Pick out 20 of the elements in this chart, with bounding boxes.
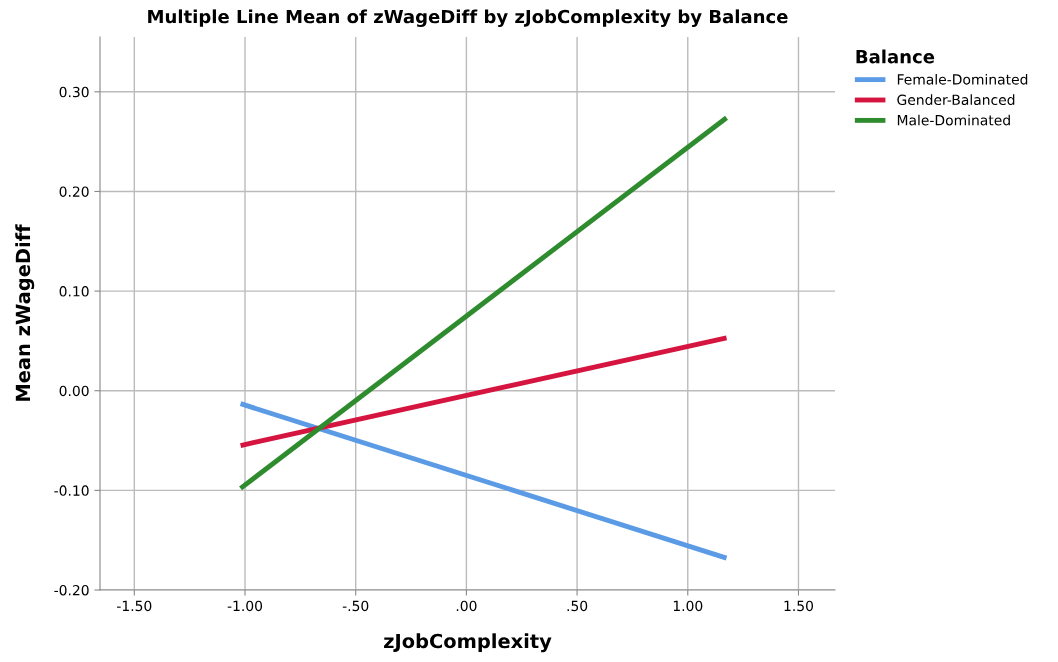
x-tick-label: -1.50: [117, 600, 152, 612]
chart-title: Multiple Line Mean of zWageDiff by zJobComplexity by Balance: [148, 9, 788, 28]
x-tick-label: .00: [456, 600, 477, 612]
y-tick-label: 0.20: [59, 186, 89, 197]
y-tick-label: 0.30: [59, 86, 89, 98]
x-axis-title: zJobComplexity: [384, 633, 552, 653]
y-tick-label: 0.00: [59, 385, 89, 397]
x-tick-label: .50: [567, 600, 588, 612]
x-tick-label: 1.50: [784, 600, 814, 612]
y-axis-title: Mean zWageDiff: [15, 224, 35, 401]
x-tick-label: -.50: [342, 600, 369, 612]
legend-label: Male-Dominated: [897, 114, 1010, 126]
legend-label: Gender-Balanced: [897, 94, 1015, 106]
y-tick-label: -0.20: [54, 584, 89, 596]
x-tick-label: 1.00: [673, 600, 703, 612]
y-tick-label: -0.10: [54, 485, 89, 496]
y-tick-label: 0.10: [59, 286, 89, 297]
x-tick-label: -1.00: [227, 600, 263, 612]
legend-title: Balance: [856, 49, 935, 64]
legend-label: Female-Dominated: [897, 73, 1028, 85]
